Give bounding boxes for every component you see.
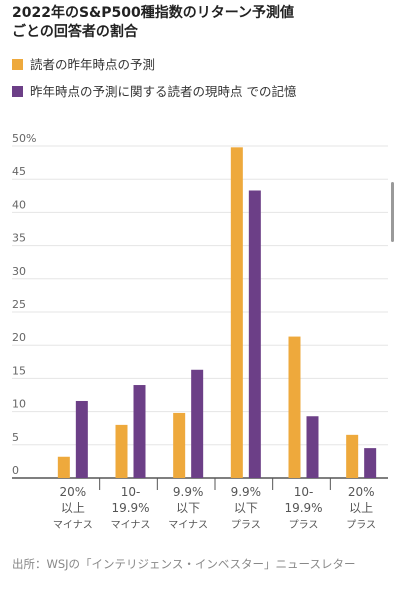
chart-title-line-1: 2022年のS&P500種指数のリターン予測値: [12, 5, 295, 21]
x-tick-label: 以上: [349, 501, 373, 515]
bar-series-1: [173, 412, 186, 478]
x-tick-label: 9.9%: [231, 485, 262, 499]
legend-label-series-1: 読者の昨年時点の予測: [30, 57, 156, 72]
bar-series-2: [75, 400, 88, 478]
x-tick-label: マイナス: [53, 519, 93, 531]
legend-item-series-1: 読者の昨年時点の予測: [12, 56, 392, 74]
y-tick-label: 45: [12, 165, 26, 178]
y-tick-label: 0: [12, 464, 19, 477]
legend-item-series-2: 昨年時点の予測に関する読者の現時点 での記憶: [12, 83, 392, 101]
y-tick-label: 35: [12, 232, 26, 245]
bar-series-2: [364, 448, 377, 478]
y-tick-label: 15: [12, 364, 26, 377]
y-tick-label: 20: [12, 331, 26, 344]
bar-series-1: [57, 456, 70, 478]
chart-title: 2022年のS&P500種指数のリターン予測値 ごとの回答者の割合: [12, 4, 392, 42]
x-tick-label: 10-: [294, 485, 314, 499]
bar-series-1: [115, 424, 128, 478]
legend: 読者の昨年時点の予測 昨年時点の予測に関する読者の現時点 での記憶: [12, 56, 392, 110]
bar-series-2: [306, 416, 319, 478]
x-tick-label: 19.9%: [284, 501, 322, 515]
bar-series-1: [230, 147, 243, 478]
x-tick-label: プラス: [346, 519, 376, 531]
x-tick-label: 20%: [348, 485, 375, 499]
chart-title-line-2: ごとの回答者の割合: [12, 24, 138, 40]
bar-series-1: [346, 434, 359, 478]
source-note: 出所：WSJの「インテリジェンス・インベスター」ニュースレター: [12, 557, 356, 571]
legend-swatch-series-2: [12, 86, 23, 97]
legend-label-series-2: 昨年時点の予測に関する読者の現時点 での記憶: [30, 84, 297, 99]
bar-series-2: [191, 369, 204, 478]
bar-series-2: [248, 190, 261, 478]
bar-series-1: [288, 336, 301, 478]
x-tick-label: プラス: [289, 519, 319, 531]
x-tick-label: 20%: [59, 485, 86, 499]
x-tick-label: 10-: [121, 485, 141, 499]
y-tick-label: 50%: [12, 132, 36, 145]
x-tick-label: マイナス: [111, 519, 151, 531]
y-tick-label: 5: [12, 431, 19, 444]
y-tick-label: 30: [12, 265, 26, 278]
x-tick-label: 9.9%: [173, 485, 204, 499]
scrollbar[interactable]: [391, 182, 394, 242]
x-tick-label: 以下: [234, 501, 258, 515]
x-tick-label: 以下: [176, 501, 200, 515]
y-tick-label: 10: [12, 398, 26, 411]
bar-series-2: [133, 385, 146, 478]
legend-swatch-series-1: [12, 59, 23, 70]
x-tick-label: プラス: [231, 519, 261, 531]
x-tick-label: 以上: [61, 501, 85, 515]
x-tick-label: 19.9%: [111, 501, 149, 515]
x-tick-label: マイナス: [168, 519, 208, 531]
y-tick-label: 25: [12, 298, 26, 311]
y-tick-label: 40: [12, 198, 26, 211]
